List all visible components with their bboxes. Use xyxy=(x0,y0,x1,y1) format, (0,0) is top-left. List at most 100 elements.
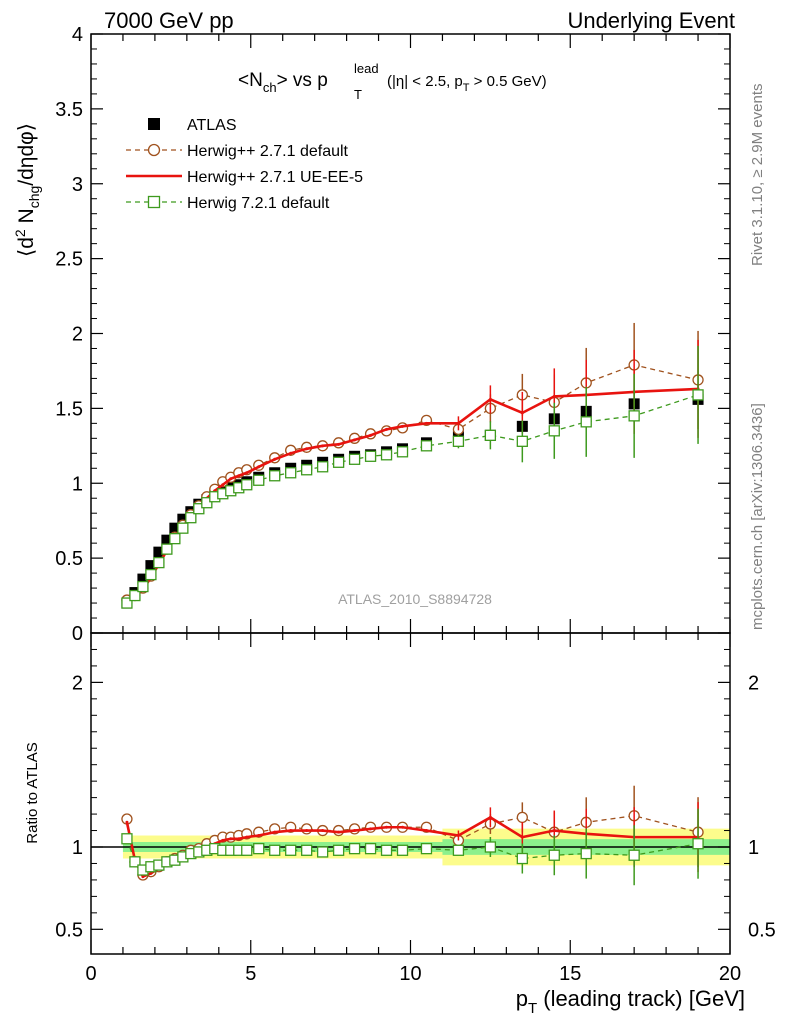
legend-atlas-label: ATLAS xyxy=(187,117,237,134)
herwig-7-2-1-default-marker xyxy=(301,464,313,476)
ratio-herwig-2-7-1-ue-ee-5-marker xyxy=(229,837,233,841)
main-y-axis: 0 0.5 1 1.5 2 2.5 3 3.5 4 xyxy=(55,24,730,645)
legend-atlas-swatch xyxy=(148,118,160,130)
main-y-tick-label: 4 xyxy=(72,24,83,46)
herwig-7-2-1-default-marker xyxy=(285,467,297,479)
ratio-herwig-2-7-1-ue-ee-5-marker xyxy=(488,815,492,819)
svg-text:⟨d2 Nchg/dηdφ⟩: ⟨d2 Nchg/dηdφ⟩ xyxy=(12,123,42,257)
ratio-y-tick-label: 0.5 xyxy=(55,919,83,941)
main-y-tick-label: 1 xyxy=(72,473,83,495)
herwig-7-2-1-default-marker xyxy=(364,450,377,462)
herwig-2-7-1-ue-ee-5-marker xyxy=(245,471,249,475)
ratio-herwig-2-7-1-ue-ee-5-marker xyxy=(321,829,325,833)
herwig-7-2-1-default-marker xyxy=(484,429,497,441)
plot-title-sub: T xyxy=(354,87,362,102)
main-y-tick-label: 0.5 xyxy=(55,548,83,570)
ratio-x-axis: 0 5 10 15 20 xyxy=(85,633,741,985)
herwig-2-7-1-ue-ee-5-marker xyxy=(552,394,556,398)
header-right: Underlying Event xyxy=(567,8,735,33)
ratio-herwig-7-2-1-default-marker xyxy=(396,844,409,856)
analysis-id: ATLAS_2010_S8894728 xyxy=(338,591,492,607)
herwig-7-2-1-default-marker xyxy=(241,479,253,491)
herwig-2-7-1-ue-ee-5-marker xyxy=(229,477,233,481)
herwig-7-2-1-default-marker xyxy=(452,435,465,447)
x-tick-label: 10 xyxy=(399,963,421,985)
herwig-7-2-1-default-marker xyxy=(185,512,197,524)
ratio-herwig-7-2-1-default-marker xyxy=(121,833,133,845)
main-y-tick-label: 2 xyxy=(72,324,83,346)
ratio-herwig-7-2-1-default-marker xyxy=(628,849,640,861)
herwig-7-2-1-default-marker xyxy=(145,568,157,581)
atlas-point xyxy=(169,522,181,534)
herwig-7-2-1-default-marker xyxy=(193,503,205,515)
x-tick-label: 20 xyxy=(719,963,741,985)
herwig-7-2-1-default-marker xyxy=(121,597,133,609)
herwig-2-7-1-ue-ee-5-marker xyxy=(353,438,357,442)
ratio-herwig-7-2-1-default-marker xyxy=(516,852,528,865)
ratio-herwig-2-7-1-ue-ee-5-marker xyxy=(221,838,225,842)
herwig-7-2-1-default-marker xyxy=(332,456,345,468)
herwig-2-7-1-ue-ee-5-marker xyxy=(401,424,405,428)
herwig-7-2-1-default-marker xyxy=(420,440,433,452)
ratio-panel: 0.5 0.5 1 1 2 2 0 5 10 15 20 Ratio to ATLAS pT (l… xyxy=(24,632,776,1017)
herwig-7-2-1-default-marker xyxy=(516,435,528,447)
ratio-herwig-2-7-1-ue-ee-5-marker xyxy=(552,829,556,833)
ratio-herwig-7-2-1-default-marker xyxy=(548,849,560,861)
ratio-herwig-7-2-1-default-marker xyxy=(452,844,465,856)
ratio-herwig-7-2-1-default-marker xyxy=(332,844,345,856)
ratio-herwig-2-7-1-ue-ee-5-marker xyxy=(456,833,460,837)
legend: ATLAS Herwig++ 2.7.1 default Herwig++ 2.7.… xyxy=(126,117,363,212)
atlas-point xyxy=(153,546,165,558)
herwig-7-2-1-default-marker xyxy=(269,470,281,482)
atlas-point xyxy=(177,513,189,525)
ratio-ylabel: Ratio to ATLAS xyxy=(24,742,41,843)
atlas-point xyxy=(145,560,157,572)
atlas-point xyxy=(161,534,173,546)
herwig-7-2-1-default-marker xyxy=(628,410,640,422)
herwig-7-2-1-default-marker xyxy=(692,389,704,401)
herwig-7-2-1-default-marker xyxy=(169,533,181,545)
ratio-herwig-7-2-1-default-marker xyxy=(241,844,253,856)
ratio-herwig-7-2-1-default-marker xyxy=(364,842,377,855)
main-y-tick-label: 0 xyxy=(72,623,83,645)
herwig-7-2-1-default-marker xyxy=(201,497,213,509)
ratio-herwig-7-2-1-default-marker xyxy=(129,856,141,868)
ratio-herwig-2-7-1-ue-ee-5-marker xyxy=(141,875,145,879)
ratio-herwig-7-2-1-default-marker xyxy=(301,844,313,856)
mcplots-label: mcplots.cern.ch [arXiv:1306.3436] xyxy=(749,403,766,630)
ratio-herwig-7-2-1-default-marker xyxy=(285,844,297,856)
ratio-herwig-2-7-1-ue-ee-5-marker xyxy=(149,871,153,875)
ratio-herwig-2-7-1-ue-ee-5-marker xyxy=(337,830,341,834)
legend-herwig-7-2-1-default-label: Herwig 7.2.1 default xyxy=(187,195,330,212)
header-left: 7000 GeV pp xyxy=(104,8,234,33)
ratio-herwig-7-2-1-default-marker xyxy=(316,846,329,858)
plot-title-cut: (|η| < 2.5, pT > 0.5 GeV) xyxy=(387,73,547,94)
ratio-herwig-7-2-1-default-marker xyxy=(420,842,433,855)
ratio-herwig-2-7-1-ue-ee-5-marker xyxy=(520,835,524,839)
ratio-herwig-7-2-1-default-marker xyxy=(253,842,265,855)
herwig-2-7-1-ue-ee-5-marker xyxy=(424,421,428,425)
herwig-7-2-1-default-marker xyxy=(137,580,149,593)
main-y-tick-label: 1.5 xyxy=(55,398,83,420)
ratio-y-tick-label-right: 2 xyxy=(748,672,759,694)
herwig-7-2-1-default-marker xyxy=(396,446,409,458)
herwig-2-7-1-ue-ee-5-marker xyxy=(385,427,389,431)
svg-text:pT (leading track) [GeV]: pT (leading track) [GeV] xyxy=(516,986,745,1017)
x-tick-label: 5 xyxy=(245,963,256,985)
x-axis-label: pT (leading track) [GeV] xyxy=(516,986,745,1017)
ratio-y-tick-label-right: 1 xyxy=(748,837,759,859)
main-series xyxy=(121,322,704,609)
ratio-y-tick-label-right: 0.5 xyxy=(748,919,776,941)
ratio-y-axis: 0.5 0.5 1 1 2 2 xyxy=(55,648,776,941)
ratio-herwig-2-7-1-ue-ee-5-marker xyxy=(125,820,129,824)
ratio-herwig-7-2-1-default-marker xyxy=(269,844,281,856)
ratio-herwig-2-7-1-ue-ee-5-marker xyxy=(401,825,405,829)
herwig-2-7-1-default-line xyxy=(126,364,699,601)
main-y-tick-label: 3 xyxy=(72,174,83,196)
main-y-tick-label: 3.5 xyxy=(55,99,83,121)
ratio-herwig-7-2-1-default-marker xyxy=(692,838,704,850)
plot-title: <Nch> vs p xyxy=(238,70,328,95)
ratio-herwig-7-2-1-default-marker xyxy=(348,842,361,855)
ratio-series xyxy=(121,785,704,886)
ratio-y-tick-label: 1 xyxy=(72,837,83,859)
